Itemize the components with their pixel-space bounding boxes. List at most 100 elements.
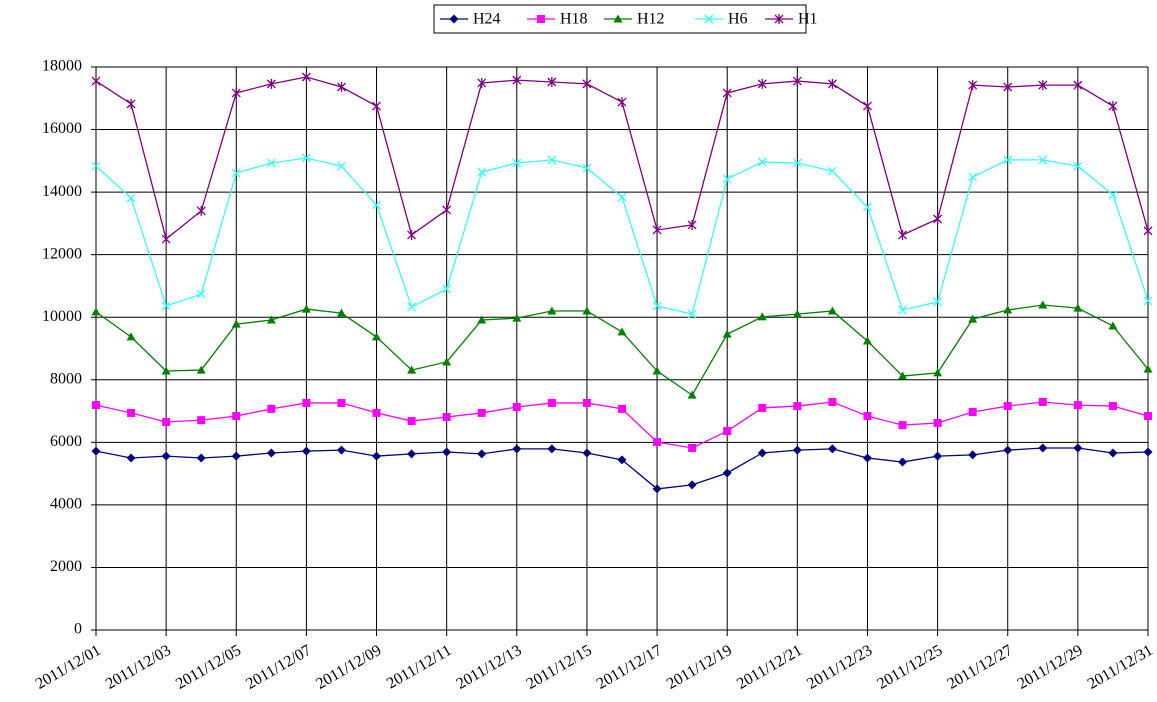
point xyxy=(337,398,346,407)
x-tick-label: 2011/12/21 xyxy=(734,642,805,693)
y-tick-label: 10000 xyxy=(42,308,82,325)
point xyxy=(617,97,627,108)
point xyxy=(1108,448,1118,458)
point xyxy=(407,365,417,374)
series-line xyxy=(95,304,1149,397)
point xyxy=(512,313,522,322)
point xyxy=(266,158,276,168)
series-line xyxy=(95,447,1149,490)
point xyxy=(442,204,452,215)
point xyxy=(582,78,592,89)
y-tick-label: 16000 xyxy=(42,120,82,137)
x-tick-label: 2011/12/05 xyxy=(173,642,244,693)
point xyxy=(442,284,452,294)
point xyxy=(652,366,662,375)
point xyxy=(477,167,487,177)
point xyxy=(757,78,767,89)
point xyxy=(933,297,943,307)
x-tick-label: 2011/12/01 xyxy=(33,642,104,693)
point xyxy=(196,453,206,463)
point xyxy=(687,309,697,319)
point xyxy=(688,443,697,452)
point xyxy=(1143,296,1153,306)
point xyxy=(477,449,487,459)
point xyxy=(582,448,592,458)
point xyxy=(477,408,486,417)
point xyxy=(301,304,311,313)
point xyxy=(477,77,487,88)
point xyxy=(1038,397,1047,406)
point xyxy=(161,451,171,461)
point xyxy=(161,234,171,245)
point xyxy=(617,192,627,202)
point xyxy=(687,390,697,399)
point xyxy=(828,397,837,406)
point xyxy=(92,401,100,410)
point xyxy=(512,158,522,168)
point xyxy=(231,319,241,328)
point xyxy=(757,448,767,458)
point xyxy=(91,446,101,456)
legend-marker xyxy=(449,14,459,24)
x-tick-label: 2011/12/31 xyxy=(1085,642,1156,693)
point xyxy=(758,403,767,412)
point xyxy=(722,174,732,184)
point xyxy=(1108,402,1117,411)
point xyxy=(792,309,802,318)
point xyxy=(1073,161,1083,171)
point xyxy=(372,408,381,417)
point xyxy=(301,446,311,456)
point xyxy=(1144,412,1152,421)
point xyxy=(968,314,978,323)
point xyxy=(898,421,907,430)
point xyxy=(722,468,732,478)
y-tick-label: 18000 xyxy=(42,58,82,75)
legend-label: H1 xyxy=(798,11,818,28)
point xyxy=(1108,321,1118,330)
point xyxy=(337,82,346,93)
point xyxy=(617,455,627,465)
series-line xyxy=(95,157,1149,315)
point xyxy=(1003,305,1013,314)
point xyxy=(372,451,382,461)
legend-marker xyxy=(537,15,545,23)
point xyxy=(898,371,908,380)
legend-label: H18 xyxy=(560,11,588,28)
point xyxy=(933,451,943,461)
point xyxy=(617,327,627,336)
point xyxy=(372,332,382,341)
point xyxy=(863,202,872,212)
point xyxy=(582,163,592,173)
point xyxy=(968,80,978,91)
point xyxy=(267,404,276,413)
point xyxy=(618,404,626,413)
point xyxy=(792,158,802,168)
x-tick-label: 2011/12/27 xyxy=(944,642,1015,693)
point xyxy=(653,438,662,447)
x-tick-label: 2011/12/15 xyxy=(524,642,595,693)
point xyxy=(372,101,381,112)
point xyxy=(757,157,767,167)
point xyxy=(337,161,346,171)
legend-marker xyxy=(704,14,714,24)
point xyxy=(898,229,907,240)
point xyxy=(1108,101,1118,112)
point xyxy=(723,427,732,436)
point xyxy=(547,77,557,88)
point xyxy=(407,417,416,426)
point xyxy=(1073,80,1083,91)
point xyxy=(792,445,802,455)
point xyxy=(547,444,557,454)
x-tick-label: 2011/12/11 xyxy=(384,642,455,693)
point xyxy=(582,398,591,407)
point xyxy=(231,87,241,98)
point xyxy=(1073,443,1083,453)
point xyxy=(757,312,767,321)
point xyxy=(477,315,487,324)
point xyxy=(336,308,346,317)
legend-marker xyxy=(613,14,623,23)
point xyxy=(1108,190,1118,200)
point xyxy=(161,366,171,375)
point xyxy=(863,101,872,112)
point xyxy=(407,449,417,459)
